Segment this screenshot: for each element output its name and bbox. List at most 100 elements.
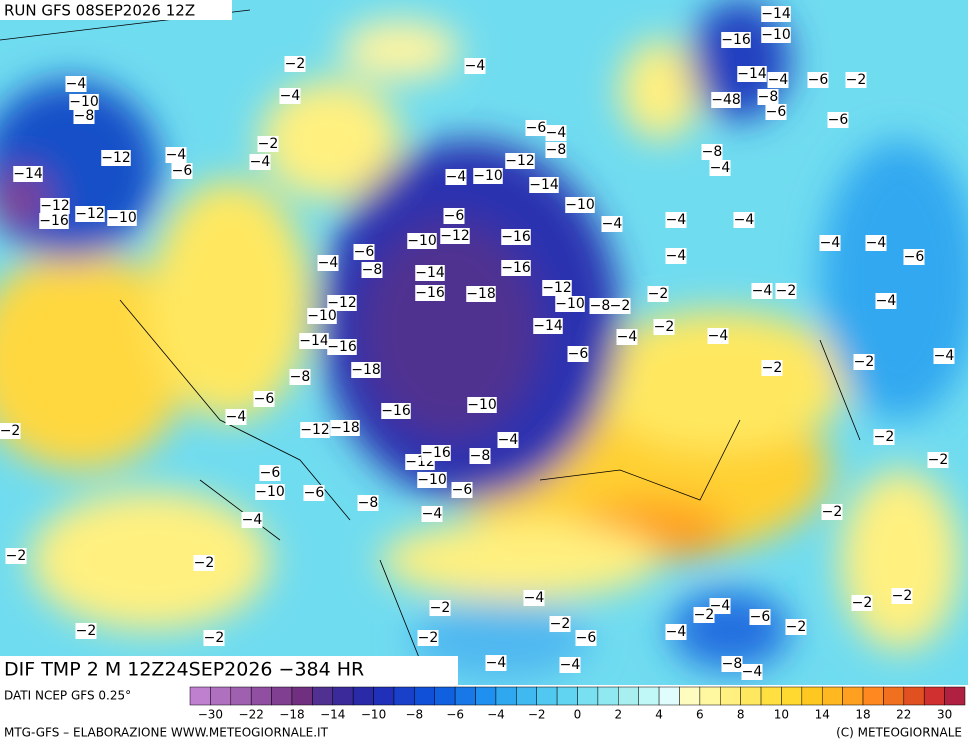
- contour-label-text: −2: [786, 619, 807, 635]
- contour-label: −8: [73, 108, 95, 124]
- colorbar-swatch: [740, 686, 762, 706]
- contour-label-box: [807, 72, 829, 88]
- contour-label-box: [767, 72, 789, 88]
- contour-label: −2: [647, 286, 669, 302]
- contour-label-text: −4: [752, 283, 773, 299]
- colorbar-label: 10: [774, 708, 789, 722]
- colorbar-swatch: [638, 686, 660, 706]
- contour-label-box: [300, 422, 330, 438]
- contour-label-text: −16: [501, 229, 531, 245]
- colorbar-label: −2: [528, 708, 546, 722]
- contour-label: −16: [381, 403, 411, 419]
- contour-label: −14: [415, 265, 445, 281]
- contour-label: −2: [257, 136, 279, 152]
- contour-label-text: −4: [876, 293, 897, 309]
- contour-label-text: −10: [467, 397, 497, 413]
- contour-label: −12: [440, 228, 470, 244]
- contour-label-text: −6: [452, 482, 473, 498]
- colorbar-swatch: [781, 686, 803, 706]
- contour-label-text: −2: [694, 607, 715, 623]
- contour-label-box: [65, 76, 87, 92]
- contour-label: −14: [13, 166, 43, 182]
- contour-label-box: [707, 328, 729, 344]
- contour-label: −2: [0, 423, 21, 439]
- contour-label: −10: [565, 197, 595, 213]
- colorbar-swatch: [577, 686, 599, 706]
- contour-label-box: [361, 262, 383, 278]
- contour-label-box: [299, 333, 329, 349]
- colorbar-label: −22: [239, 708, 264, 722]
- contour-label-text: −8: [358, 495, 379, 511]
- colorbar-swatch: [373, 686, 395, 706]
- contour-label-box: [875, 293, 897, 309]
- contour-label-text: −4: [280, 88, 301, 104]
- field-title: DIF TMP 2 M 12Z24SEP2026 −384 HR: [4, 659, 364, 681]
- contour-label: −10: [307, 308, 337, 324]
- copyright-label: (C) METEOGIORNALE: [836, 726, 962, 740]
- contour-label: −4: [497, 432, 519, 448]
- contour-label-box: [701, 144, 723, 160]
- contour-label: −8: [469, 448, 491, 464]
- contour-label-box: [5, 548, 27, 564]
- contour-label-text: −6: [568, 346, 589, 362]
- colorbar-swatch: [230, 686, 252, 706]
- contour-label-text: −12: [327, 295, 357, 311]
- contour-label-text: −10: [69, 94, 99, 110]
- contour-label: −12: [505, 153, 535, 169]
- contour-label: −14: [299, 333, 329, 349]
- contour-label: −2: [417, 630, 439, 646]
- colorbar-swatch: [556, 686, 578, 706]
- contour-label-text: −12: [75, 206, 105, 222]
- contour-label-box: [0, 423, 21, 439]
- contour-label: −4: [523, 590, 545, 606]
- contour-label-box: [761, 6, 791, 22]
- contour-label: −4: [933, 348, 955, 364]
- contour-label: −2: [873, 429, 895, 445]
- contour-label-text: −4: [250, 154, 271, 170]
- contour-label: −4: [741, 664, 763, 680]
- contour-label-text: −2: [76, 623, 97, 639]
- contour-label-text: −4: [710, 598, 731, 614]
- contour-label: −6: [259, 465, 281, 481]
- colorbar-swatch: [536, 686, 558, 706]
- contour-label-text: −2: [874, 429, 895, 445]
- contour-label-box: [819, 235, 841, 251]
- contour-label: −6: [807, 72, 829, 88]
- contour-label: −18: [466, 286, 496, 302]
- contour-label-text: −4: [422, 506, 443, 522]
- contour-label: −6: [353, 244, 375, 260]
- contour-label: −16: [327, 339, 357, 355]
- contour-label: −2: [284, 56, 306, 72]
- contour-label-text: −8: [758, 89, 779, 105]
- contour-label: −4: [819, 235, 841, 251]
- contour-label-box: [575, 630, 597, 646]
- contour-label-text: −4: [666, 248, 687, 264]
- run-title: RUN GFS 08SEP2026 12Z: [4, 2, 195, 20]
- contour-label-text: −4: [710, 160, 731, 176]
- contour-label-text: −4: [934, 348, 955, 364]
- contour-label-text: −4: [768, 72, 789, 88]
- contour-label-box: [751, 283, 773, 299]
- contour-label-text: −4: [560, 657, 581, 673]
- contour-label: −4: [665, 248, 687, 264]
- contour-label: −6: [575, 630, 597, 646]
- contour-label-text: −16: [39, 213, 69, 229]
- contour-label-text: −4: [524, 590, 545, 606]
- colorbar-swatch: [271, 686, 293, 706]
- contour-label: −8: [701, 144, 723, 160]
- contour-label-box: [417, 472, 447, 488]
- contour-label: −10: [467, 397, 497, 413]
- contour-label-text: −8: [74, 108, 95, 124]
- contour-label-text: −12: [300, 422, 330, 438]
- contour-label: −10: [473, 168, 503, 184]
- contour-label: −14: [761, 6, 791, 22]
- contour-label-box: [559, 657, 581, 673]
- contour-label: −4: [665, 624, 687, 640]
- contour-label-box: [69, 94, 99, 110]
- contour-label-box: [317, 255, 339, 271]
- contour-label-text: −2: [6, 548, 27, 564]
- contour-label-box: [303, 485, 325, 501]
- contour-label: −16: [501, 229, 531, 245]
- contour-label: −2: [609, 298, 631, 314]
- colorbar-label: 6: [696, 708, 704, 722]
